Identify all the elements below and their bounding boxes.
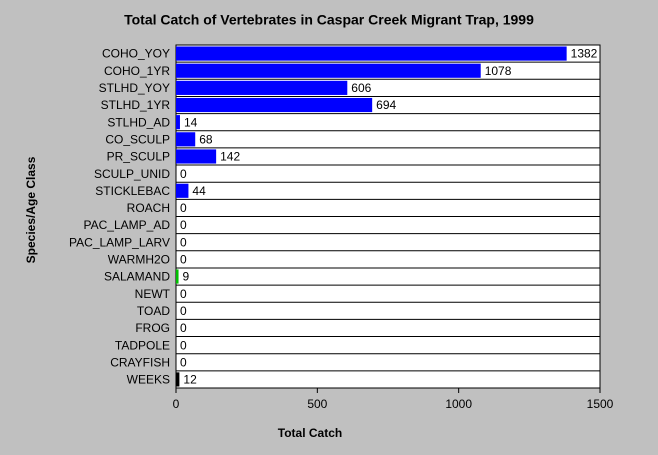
chart-title: Total Catch of Vertebrates in Caspar Cre… — [124, 12, 534, 28]
data-label: 9 — [183, 270, 190, 284]
y-tick-label: STLHD_1YR — [101, 98, 171, 112]
y-tick-label: PR_SCULP — [107, 150, 170, 164]
bar — [176, 97, 373, 113]
data-label: 0 — [180, 235, 187, 249]
data-label: 0 — [180, 201, 187, 215]
y-tick-label: STLHD_YOY — [99, 81, 170, 95]
bar — [176, 269, 179, 284]
y-tick-label: SCULP_UNID — [94, 167, 170, 181]
y-tick-label: SALAMAND — [104, 270, 170, 284]
y-tick-label: COHO_YOY — [102, 47, 170, 61]
y-tick-label: TOAD — [137, 304, 170, 318]
y-tick-label: FROG — [135, 321, 170, 335]
data-label: 0 — [180, 304, 187, 318]
x-tick-label: 0 — [173, 397, 180, 411]
data-label: 44 — [192, 184, 206, 198]
data-label: 0 — [180, 355, 187, 369]
bar — [176, 183, 189, 198]
y-tick-label: WEEKS — [127, 373, 170, 387]
data-label: 12 — [183, 373, 197, 387]
y-tick-label: STICKLEBAC — [95, 184, 170, 198]
x-tick-label: 1000 — [445, 397, 472, 411]
y-tick-label: WARMH2O — [108, 253, 170, 267]
data-label: 1382 — [571, 47, 598, 61]
y-axis-label: Species/Age Class — [24, 156, 38, 263]
bar — [176, 46, 567, 61]
data-label: 0 — [180, 218, 187, 232]
bar — [176, 372, 180, 387]
data-label: 0 — [180, 338, 187, 352]
data-label: 0 — [180, 253, 187, 267]
y-tick-label: ROACH — [127, 201, 170, 215]
bar — [176, 63, 481, 78]
data-label: 1078 — [485, 64, 512, 78]
x-axis-label: Total Catch — [278, 426, 342, 440]
x-tick-label: 500 — [307, 397, 327, 411]
data-label: 606 — [351, 81, 371, 95]
y-tick-label: CO_SCULP — [105, 132, 170, 146]
y-tick-label: PAC_LAMP_LARV — [69, 235, 170, 249]
bar — [176, 149, 217, 164]
y-tick-label: COHO_1YR — [104, 64, 170, 78]
data-label: 694 — [376, 98, 396, 112]
y-tick-label: STLHD_AD — [107, 115, 170, 129]
y-tick-label: TADPOLE — [115, 338, 170, 352]
x-tick-label: 1500 — [587, 397, 614, 411]
y-tick-label: PAC_LAMP_AD — [84, 218, 171, 232]
bar — [176, 132, 196, 147]
data-label: 142 — [220, 150, 240, 164]
y-tick-label: CRAYFISH — [110, 355, 170, 369]
data-label: 68 — [199, 132, 213, 146]
y-tick-label: NEWT — [135, 287, 171, 301]
data-label: 14 — [184, 115, 198, 129]
data-label: 0 — [180, 321, 187, 335]
bar — [176, 115, 180, 130]
bar — [176, 80, 348, 95]
data-label: 0 — [180, 287, 187, 301]
data-label: 0 — [180, 167, 187, 181]
